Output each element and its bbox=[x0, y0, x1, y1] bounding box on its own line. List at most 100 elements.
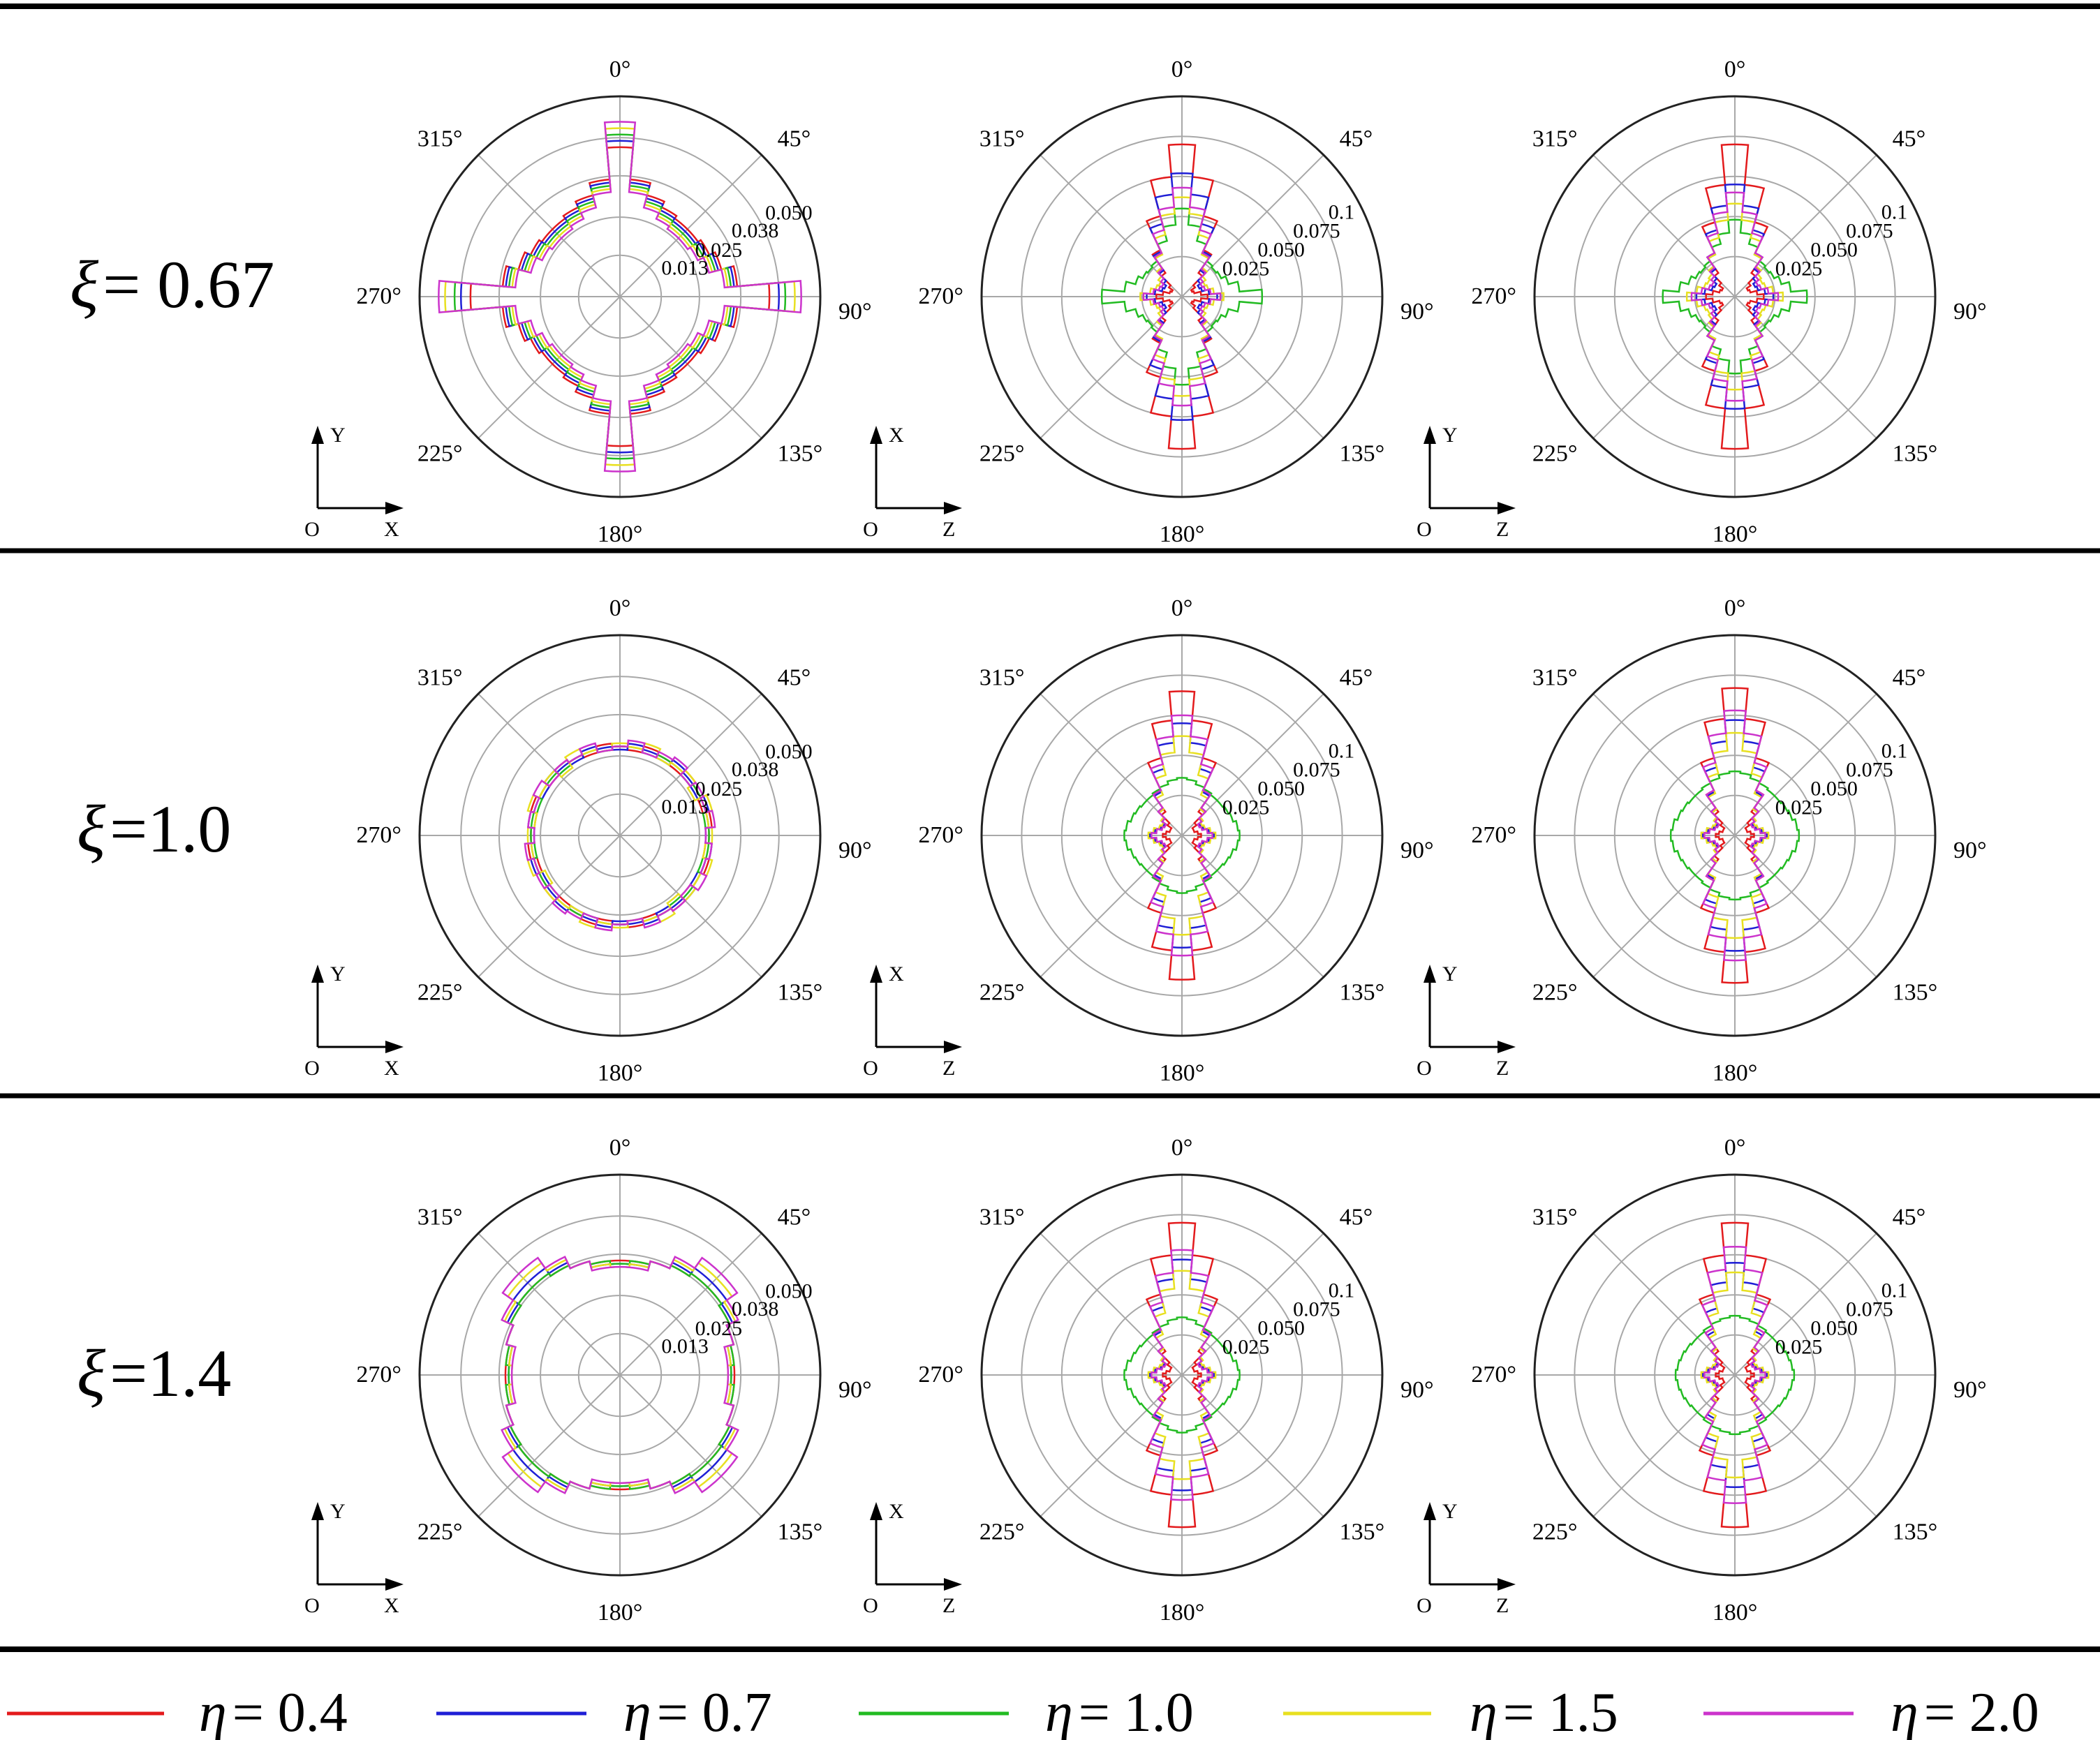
angle-label: 45° bbox=[1340, 126, 1373, 151]
angle-label: 90° bbox=[838, 299, 872, 325]
legend-label: η = 1.5 bbox=[1470, 1682, 1618, 1740]
axis-indicator: Y X O bbox=[304, 1500, 404, 1617]
radial-tick-label: 0.025 bbox=[1775, 1335, 1823, 1358]
axis-label-origin: O bbox=[863, 518, 878, 541]
angle-label: 45° bbox=[1340, 664, 1373, 690]
angle-label: 135° bbox=[1340, 441, 1385, 467]
angle-label: 45° bbox=[778, 664, 811, 690]
radial-tick-label: 0.013 bbox=[661, 795, 709, 818]
radial-tick-label: 0.075 bbox=[1846, 219, 1893, 242]
legend-value: = 0.4 bbox=[232, 1682, 348, 1740]
grid-spoke bbox=[478, 1374, 621, 1517]
radial-tick-label: 0.013 bbox=[661, 256, 709, 279]
arrowhead-right bbox=[1498, 502, 1516, 514]
angle-label: 225° bbox=[417, 1519, 463, 1545]
angle-label: 0° bbox=[609, 57, 631, 82]
angle-label: 315° bbox=[1532, 126, 1578, 151]
series-outline-eta-0.4 bbox=[1145, 143, 1219, 450]
series-outline-eta-0.7 bbox=[1146, 172, 1218, 422]
grid-spoke bbox=[478, 693, 621, 836]
axis-label-right: Z bbox=[942, 1594, 955, 1617]
axis-indicator: Y X O bbox=[304, 962, 404, 1080]
outer-circle bbox=[1533, 634, 1937, 1037]
series-outline-eta-2.0 bbox=[1148, 1249, 1215, 1501]
axis-label-right: Z bbox=[1496, 1057, 1509, 1080]
legend-value: = 2.0 bbox=[1924, 1682, 2039, 1740]
angle-label: 45° bbox=[778, 126, 811, 151]
angle-label: 90° bbox=[1400, 299, 1434, 325]
radial-tick-label: 0.1 bbox=[1881, 200, 1908, 223]
series-outline-eta-1.0 bbox=[1674, 1314, 1796, 1436]
angle-label: 90° bbox=[1953, 299, 1987, 325]
row-label-symbol: ξ bbox=[77, 1336, 106, 1411]
angle-label: 180° bbox=[1160, 1600, 1205, 1626]
axis-label-right: Z bbox=[942, 518, 955, 541]
radial-tick-label: 0.013 bbox=[661, 1334, 709, 1358]
angle-label: 0° bbox=[1724, 57, 1746, 82]
angle-label: 135° bbox=[778, 1519, 823, 1545]
angle-label: 90° bbox=[1953, 1377, 1987, 1403]
angle-label: 135° bbox=[778, 441, 823, 467]
angle-label: 180° bbox=[1713, 1060, 1758, 1086]
axis-label-origin: O bbox=[304, 1057, 320, 1080]
arrowhead-up bbox=[311, 965, 324, 983]
angle-label: 315° bbox=[417, 664, 463, 690]
legend-symbol: η bbox=[1470, 1682, 1498, 1740]
angle-label: 270° bbox=[1471, 822, 1516, 848]
grid-spoke bbox=[619, 1233, 762, 1376]
outer-circle bbox=[418, 634, 822, 1037]
axis-label-up: Y bbox=[330, 424, 346, 447]
angle-label: 270° bbox=[918, 1362, 963, 1388]
axis-indicator: X Z O bbox=[863, 962, 962, 1080]
axis-label-up: Y bbox=[1442, 1500, 1458, 1523]
legend-label: η = 2.0 bbox=[1891, 1682, 2039, 1740]
axis-label-origin: O bbox=[1417, 518, 1432, 541]
legend-value: = 1.0 bbox=[1079, 1682, 1194, 1740]
row-label-value: =1.4 bbox=[110, 1336, 231, 1411]
row-label-symbol: ξ bbox=[70, 247, 99, 322]
angle-label: 225° bbox=[1532, 1519, 1578, 1545]
arrowhead-right bbox=[944, 1578, 962, 1591]
angle-label: 270° bbox=[918, 283, 963, 309]
axis-indicator: Y Z O bbox=[1417, 1500, 1516, 1617]
angle-label: 135° bbox=[778, 980, 823, 1006]
grid-spoke bbox=[478, 154, 621, 297]
arrowhead-right bbox=[385, 1578, 404, 1591]
radial-tick-label: 0.025 bbox=[1222, 796, 1270, 819]
series-outline-eta-2.0 bbox=[501, 1256, 739, 1494]
angle-label: 180° bbox=[598, 521, 643, 547]
arrowhead-right bbox=[385, 502, 404, 514]
angle-label: 225° bbox=[1532, 980, 1578, 1006]
angle-label: 225° bbox=[417, 441, 463, 467]
angle-label: 135° bbox=[1893, 1519, 1938, 1545]
angle-label: 0° bbox=[1724, 1135, 1746, 1161]
angle-label: 180° bbox=[1160, 521, 1205, 547]
series-outline-eta-2.0 bbox=[438, 121, 802, 473]
axis-indicator: X Z O bbox=[863, 424, 962, 541]
angle-label: 225° bbox=[979, 1519, 1025, 1545]
angle-label: 315° bbox=[417, 1204, 463, 1230]
arrowhead-right bbox=[1498, 1041, 1516, 1053]
arrowhead-up bbox=[870, 965, 882, 983]
axis-label-right: X bbox=[384, 1594, 399, 1617]
angle-label: 180° bbox=[1713, 521, 1758, 547]
axis-indicators: Y X O X Z O Y Z O Y X O X Z O Y Z O Y X O X Z O Y Z O bbox=[304, 424, 1516, 1617]
angle-label: 225° bbox=[979, 980, 1025, 1006]
angle-label: 0° bbox=[609, 1135, 631, 1161]
radial-tick-label: 0.1 bbox=[1881, 1279, 1908, 1302]
axis-label-up: X bbox=[889, 962, 904, 986]
angle-label: 90° bbox=[1400, 1377, 1434, 1403]
radial-tick-label: 0.050 bbox=[765, 740, 813, 763]
grid-spoke bbox=[619, 154, 762, 297]
angle-label: 135° bbox=[1893, 980, 1938, 1006]
outer-circle bbox=[1533, 1173, 1937, 1577]
grid-spoke bbox=[478, 1233, 621, 1376]
angle-label: 135° bbox=[1340, 1519, 1385, 1545]
radial-tick-label: 0.038 bbox=[732, 219, 779, 242]
axis-label-up: Y bbox=[1442, 424, 1458, 447]
angle-label: 315° bbox=[417, 126, 463, 151]
